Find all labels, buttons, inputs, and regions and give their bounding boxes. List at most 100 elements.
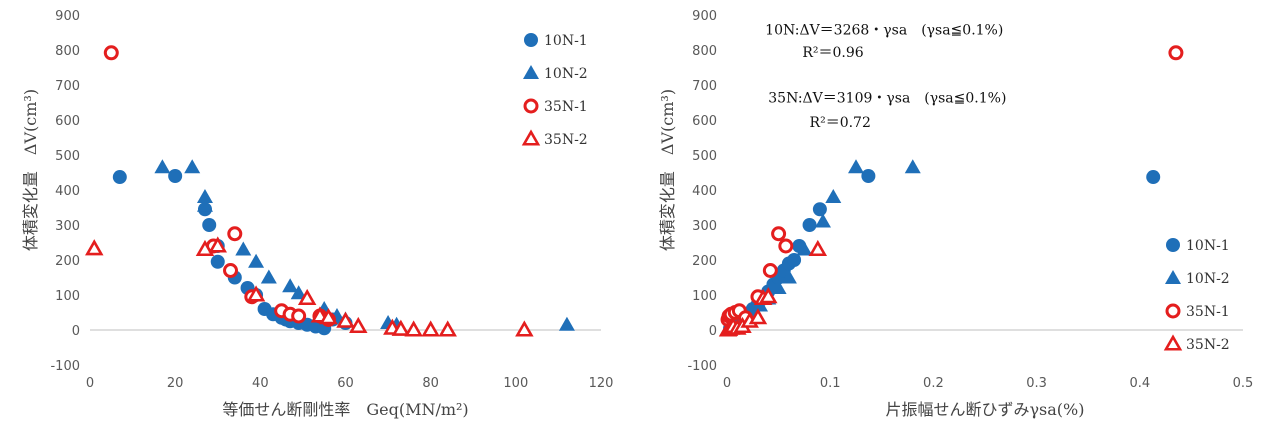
legend-marker [1166,238,1180,252]
data-point [208,236,227,253]
x-axis-title: 等価せん断剛性率 Geq(MN/m²) [222,400,468,419]
legend-marker [1165,270,1181,284]
data-point [825,189,842,203]
data-point [748,308,768,325]
data-point [246,285,266,302]
data-point [1168,45,1184,61]
data-point [290,285,307,300]
data-point [404,320,423,337]
x-tick-label: 0.1 [820,376,841,391]
data-point [210,254,225,269]
data-point [770,280,787,294]
data-point [861,169,876,183]
y-tick-label: 400 [692,184,717,199]
data-point [227,226,243,242]
legend-marker [523,65,539,79]
series-35N-2 [718,239,828,337]
data-point [391,319,411,336]
y-tick-label: 300 [55,219,80,234]
data-point [438,320,457,337]
data-point [168,169,183,183]
data-point [812,202,827,217]
data-point [814,213,831,228]
y-tick-label: -100 [50,359,80,374]
y-tick-label: 900 [55,9,80,24]
data-point [802,218,817,232]
data-point [904,159,921,174]
y-tick-label: 200 [55,254,80,269]
y-tick-label: -100 [687,359,717,374]
y-tick-label: 100 [692,289,717,304]
y-tick-label: 600 [55,114,80,129]
annotation-text: R²＝0.72 [810,115,871,131]
x-tick-label: 40 [252,376,269,391]
series-10N-2 [723,159,921,333]
y-tick-label: 800 [692,44,717,59]
y-tick-label: 300 [692,219,717,234]
legend: 10N-1 10N-2 35N-1 35N-2 [521,33,588,148]
x-tick-label: 60 [337,376,354,391]
x-tick-label: 80 [422,376,439,391]
legend-marker [524,33,538,47]
y-tick-label: 0 [72,324,80,339]
y-tick-label: 200 [692,254,717,269]
data-point [778,238,794,254]
data-point [196,197,213,212]
y-tick-label: 0 [709,324,717,339]
y-tick-label: 600 [692,114,717,129]
x-tick-label: 0 [723,376,731,391]
data-point [154,159,171,174]
legend: 10N-1 10N-2 35N-1 35N-2 [1163,238,1230,353]
legend-marker [1165,303,1181,319]
data-point [223,263,239,278]
data-point [771,226,787,242]
data-point [1146,170,1161,185]
legend-label: 10N-2 [544,66,588,82]
annotation-text: 10N:ΔV＝3268・γsa (γsa≦0.1%) [765,22,1003,38]
legend-label: 35N-1 [1186,304,1230,320]
y-tick-label: 100 [55,289,80,304]
y-tick-label: 900 [692,9,717,24]
y-tick-label: 500 [55,149,80,164]
data-point [848,159,864,174]
legend-label: 10N-2 [1186,271,1230,287]
y-tick-label: 400 [55,184,80,199]
legend-marker [523,98,539,114]
data-point [291,308,307,324]
data-point [248,253,265,268]
y-axis-title: 体積変化量 ΔV(cm³) [21,89,40,251]
data-point [780,269,797,284]
legend-marker [521,129,541,146]
annotation-text: R²＝0.96 [802,45,863,61]
data-point [235,241,252,256]
data-point [112,170,127,185]
x-tick-label: 0 [86,376,94,391]
x-tick-label: 0.4 [1129,376,1150,391]
series-35N-2 [85,236,534,337]
data-point [195,239,215,257]
x-tick-label: 120 [589,376,614,391]
y-tick-label: 500 [692,149,717,164]
chart-left: -100 0 100 200 300 400 500 600 700 800 900 0 20 40 60 8… [21,9,614,419]
y-tick-label: 700 [692,79,717,94]
chart-right: -100 0 100 200 300 400 500 600 700 800 900 0 0.1 0.2 0… [658,9,1253,419]
data-point [515,320,534,337]
data-point [349,316,368,334]
legend-label: 35N-2 [544,132,588,148]
x-tick-label: 0.3 [1026,376,1047,391]
data-point [260,269,277,284]
legend-label: 35N-2 [1186,337,1230,353]
data-point [759,287,778,304]
legend-label: 10N-1 [544,33,588,49]
series-35N-1 [103,45,336,327]
legend-label: 10N-1 [1186,238,1230,254]
data-point [202,218,217,232]
legend-marker [1163,334,1183,351]
data-point [558,316,575,331]
x-tick-label: 20 [167,376,184,391]
data-point [103,45,119,61]
x-axis-title: 片振幅せん断ひずみγsa(%) [885,400,1084,419]
data-point [85,239,104,256]
x-tick-label: 100 [503,376,528,391]
